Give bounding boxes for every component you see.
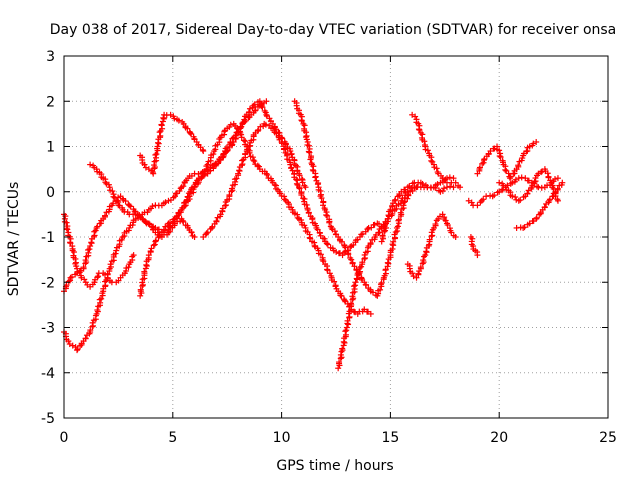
series-track-8	[335, 174, 457, 372]
series-track-12	[465, 174, 561, 209]
y-tick-label: -4	[41, 366, 55, 382]
y-tick-label: -3	[41, 321, 55, 337]
series-track-17	[61, 211, 137, 290]
chart-title: Day 038 of 2017, Sidereal Day-to-day VTE…	[50, 22, 617, 38]
data-marks	[61, 98, 566, 372]
series-track-6	[200, 120, 390, 259]
series-track-3	[87, 161, 198, 240]
series-track-16	[467, 234, 481, 259]
x-tick-label: 0	[60, 430, 69, 446]
y-tick-label: -5	[41, 411, 55, 427]
series-track-15	[496, 166, 561, 204]
x-tick-label: 20	[490, 430, 508, 446]
series-track-10	[409, 111, 464, 191]
x-tick-label: 5	[168, 430, 177, 446]
series-track-11	[404, 211, 459, 281]
axis-ticks	[63, 55, 609, 419]
series-track-5	[137, 120, 374, 317]
y-axis-label: SDTVAR / TECUs	[6, 182, 22, 297]
series-track-13	[474, 138, 540, 182]
y-tick-label: 1	[46, 140, 55, 156]
y-tick-label: 2	[46, 94, 55, 110]
y-tick-label: -1	[41, 230, 55, 246]
x-tick-label: 10	[273, 430, 291, 446]
y-tick-label: 3	[46, 49, 55, 65]
series-track-2	[61, 98, 309, 354]
x-axis-label: GPS time / hours	[276, 458, 393, 474]
series-track-4	[137, 111, 207, 177]
y-tick-label: -2	[41, 275, 55, 291]
x-tick-label: 25	[599, 430, 617, 446]
x-tick-labels: 0 5 10 15 20 25	[60, 430, 617, 446]
y-tick-label: 0	[46, 185, 55, 201]
series-track-9	[378, 179, 457, 245]
x-tick-label: 15	[381, 430, 399, 446]
y-tick-labels: -5 -4 -3 -2 -1 0 1 2 3	[41, 49, 55, 427]
series-track-7	[291, 98, 420, 299]
